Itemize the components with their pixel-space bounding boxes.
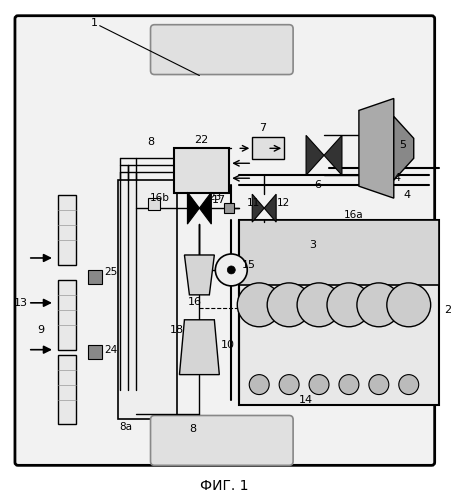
Text: 16: 16 — [188, 297, 202, 307]
Text: 8: 8 — [189, 424, 197, 434]
Circle shape — [279, 374, 299, 394]
Text: 1: 1 — [91, 18, 98, 28]
Text: 15: 15 — [242, 260, 256, 270]
Text: 17: 17 — [212, 195, 226, 205]
Text: 8: 8 — [147, 138, 155, 147]
Text: ФИГ. 1: ФИГ. 1 — [200, 480, 249, 494]
Circle shape — [309, 374, 329, 394]
Bar — [58, 195, 76, 265]
Polygon shape — [184, 255, 214, 295]
Circle shape — [369, 374, 389, 394]
Text: 16a: 16a — [344, 210, 364, 220]
Polygon shape — [264, 194, 276, 222]
Text: 2: 2 — [444, 305, 451, 315]
Text: 22: 22 — [194, 136, 208, 145]
Bar — [58, 354, 76, 424]
Text: 24: 24 — [105, 344, 118, 354]
FancyBboxPatch shape — [15, 16, 435, 466]
Text: 4: 4 — [394, 173, 401, 183]
FancyBboxPatch shape — [151, 24, 293, 74]
Text: 10: 10 — [221, 340, 235, 349]
Circle shape — [227, 266, 235, 274]
Polygon shape — [359, 98, 394, 198]
Bar — [58, 280, 76, 349]
Circle shape — [387, 283, 431, 327]
Text: 18: 18 — [170, 325, 184, 335]
Bar — [147, 198, 160, 210]
Text: 7: 7 — [259, 124, 267, 134]
Text: 6: 6 — [314, 180, 321, 190]
Text: 23: 23 — [208, 192, 221, 202]
Circle shape — [399, 374, 419, 394]
Polygon shape — [179, 320, 219, 374]
Text: 5: 5 — [399, 140, 406, 150]
Polygon shape — [306, 136, 324, 175]
Circle shape — [327, 283, 371, 327]
Bar — [239, 220, 439, 404]
Text: 4: 4 — [404, 190, 411, 200]
Text: 8a: 8a — [120, 422, 133, 432]
Text: 16b: 16b — [150, 193, 170, 203]
Text: 25: 25 — [105, 267, 118, 277]
Circle shape — [215, 254, 247, 286]
Bar — [252, 138, 284, 160]
Bar — [118, 180, 177, 420]
Polygon shape — [324, 136, 342, 175]
Bar — [175, 148, 229, 193]
Text: 12: 12 — [277, 198, 290, 208]
Circle shape — [357, 283, 401, 327]
Polygon shape — [394, 116, 414, 180]
Text: 9: 9 — [37, 325, 44, 335]
Bar — [239, 220, 439, 285]
Polygon shape — [199, 192, 212, 224]
Circle shape — [339, 374, 359, 394]
Text: 14: 14 — [299, 394, 313, 404]
Bar — [88, 344, 101, 358]
Text: 3: 3 — [309, 240, 316, 250]
Circle shape — [297, 283, 341, 327]
Polygon shape — [188, 192, 199, 224]
Bar — [224, 203, 234, 213]
Polygon shape — [252, 194, 264, 222]
Text: 11: 11 — [247, 198, 261, 208]
Circle shape — [237, 283, 281, 327]
Text: 13: 13 — [14, 298, 28, 308]
Circle shape — [249, 374, 269, 394]
Bar — [88, 270, 101, 284]
FancyBboxPatch shape — [151, 416, 293, 466]
Circle shape — [267, 283, 311, 327]
